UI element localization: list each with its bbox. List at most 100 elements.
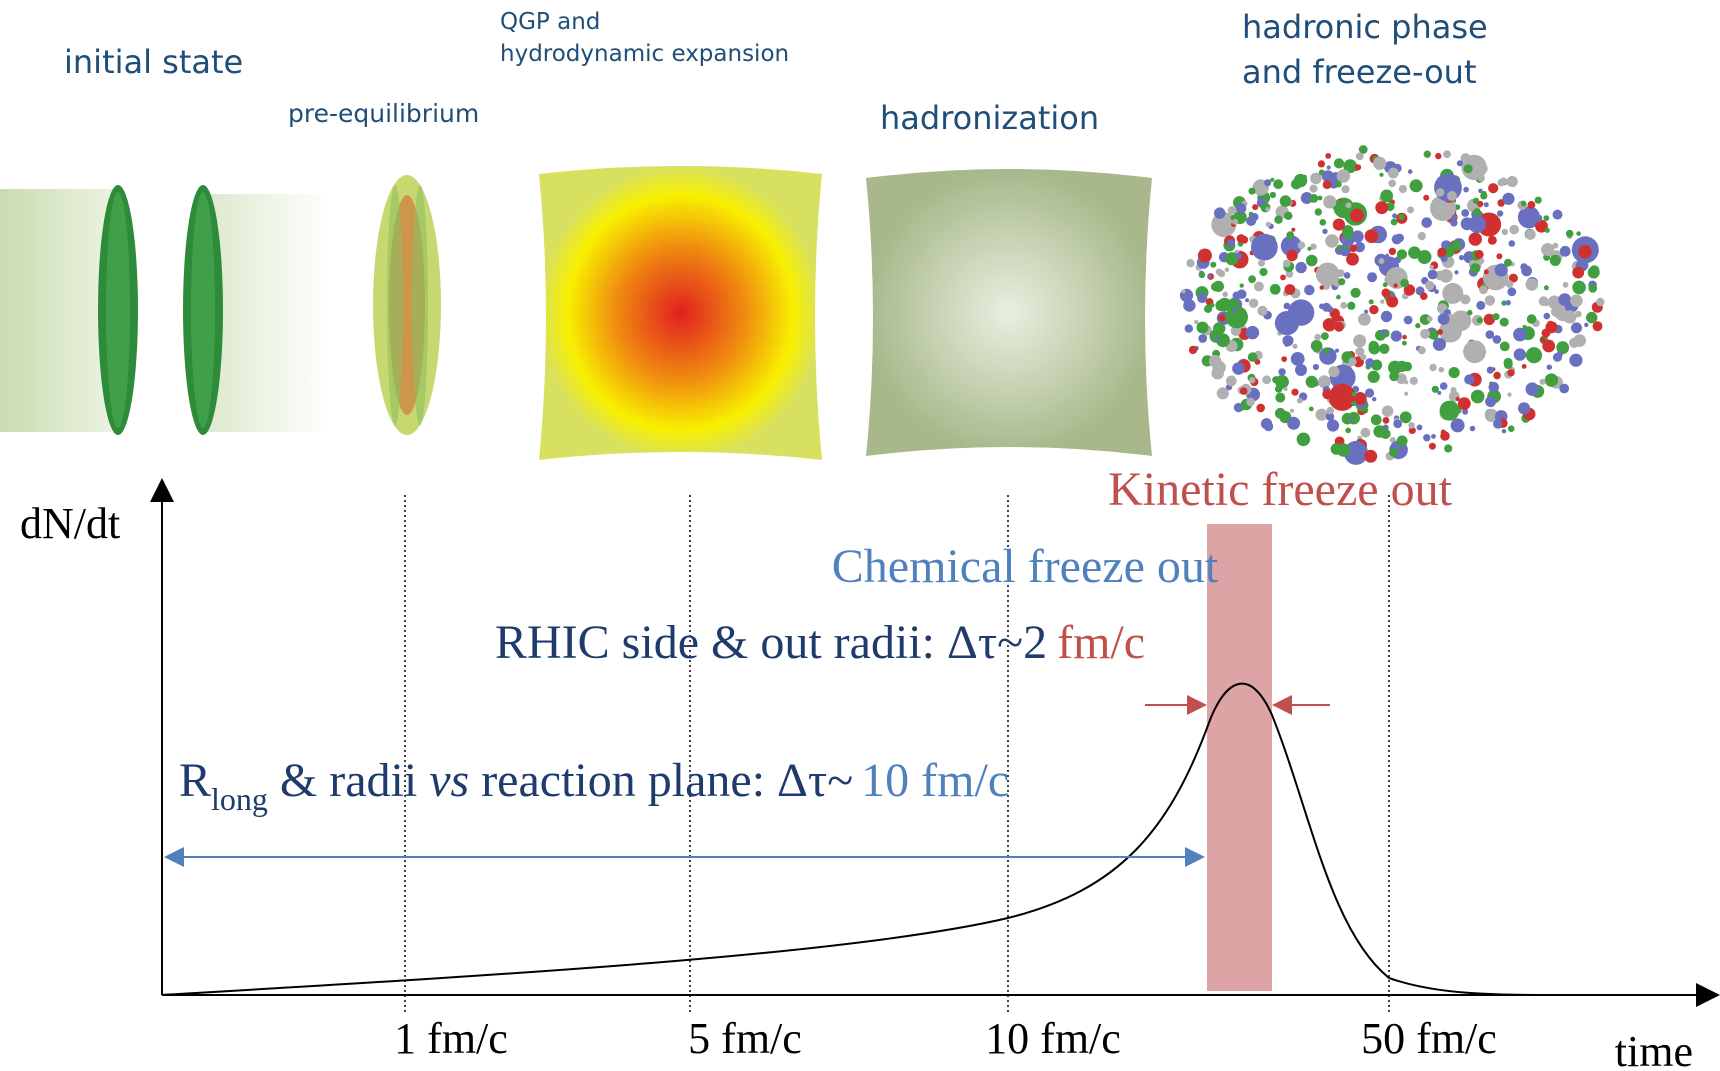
qgp-image: [539, 166, 822, 460]
particle: [1552, 242, 1559, 249]
particle: [1253, 281, 1264, 292]
particle: [1284, 211, 1293, 220]
particle: [1485, 330, 1495, 339]
particle: [1291, 388, 1299, 396]
particle: [1509, 224, 1519, 235]
particle: [1487, 235, 1497, 245]
particle: [1431, 434, 1436, 439]
particle: [1468, 215, 1486, 234]
particle: [1364, 449, 1378, 463]
particle: [1400, 278, 1409, 288]
particle: [1222, 291, 1228, 298]
particle: [1586, 311, 1598, 324]
particle: [1501, 228, 1509, 236]
particle: [1274, 385, 1283, 393]
particle: [1232, 218, 1239, 225]
particle: [1543, 312, 1551, 320]
particle: [1314, 333, 1321, 341]
particle: [1319, 285, 1325, 290]
particle: [1198, 334, 1208, 343]
particle: [1312, 363, 1319, 371]
particle: [1525, 229, 1536, 240]
particle: [1587, 266, 1600, 279]
particle: [1578, 245, 1592, 259]
particle: [1477, 200, 1484, 208]
particle: [1559, 245, 1571, 257]
particle: [1392, 213, 1398, 219]
particle: [1282, 259, 1291, 268]
particle: [1499, 341, 1510, 352]
particle: [1409, 376, 1418, 385]
stage-label: hadronic phase: [1242, 8, 1488, 46]
particle: [1435, 188, 1445, 197]
particle: [1208, 355, 1222, 368]
particle: [1470, 263, 1481, 274]
particle: [1380, 189, 1394, 203]
particle: [1283, 387, 1288, 392]
particle: [1417, 250, 1432, 264]
particle: [1380, 329, 1387, 335]
particle: [1439, 269, 1453, 283]
particle: [1464, 374, 1475, 385]
particle: [1505, 300, 1511, 306]
particle: [1407, 206, 1414, 214]
particle: [1252, 204, 1259, 211]
particle: [1390, 218, 1398, 226]
particle: [1389, 447, 1399, 457]
particle: [1379, 343, 1390, 354]
particle: [1513, 348, 1527, 361]
rlong-sub: long: [211, 781, 268, 817]
particle: [1344, 230, 1353, 240]
particle: [1450, 310, 1472, 332]
particle: [1373, 156, 1387, 170]
particle: [1305, 375, 1318, 388]
particle: [1215, 299, 1227, 312]
particle: [1483, 269, 1489, 275]
particle: [1228, 297, 1240, 309]
particle: [1225, 375, 1237, 387]
particle: [1437, 329, 1443, 335]
particle: [1334, 321, 1344, 332]
particle: [1429, 264, 1434, 270]
stage-label: QGP and: [500, 9, 600, 35]
particle: [1569, 353, 1583, 367]
particle: [1588, 284, 1598, 293]
particle: [1576, 231, 1581, 236]
particle: [1538, 296, 1549, 307]
particle: [1258, 259, 1265, 267]
particle: [1188, 345, 1198, 355]
particle: [1224, 267, 1230, 273]
particle: [1456, 160, 1463, 167]
particle: [1239, 387, 1248, 395]
particle: [1247, 352, 1258, 362]
particle: [1541, 243, 1555, 256]
particle: [1260, 418, 1273, 430]
particle: [1408, 422, 1415, 429]
particle: [1389, 437, 1396, 443]
particle: [1295, 364, 1307, 376]
particle: [1378, 258, 1385, 264]
emission-curve: [161, 682, 1581, 997]
particle: [1423, 150, 1432, 158]
particle: [1380, 428, 1391, 439]
particle: [1474, 249, 1484, 259]
particle: [1328, 383, 1356, 411]
particle: [1265, 207, 1270, 212]
particle: [1256, 403, 1265, 413]
particle: [1269, 283, 1281, 295]
particle: [1275, 392, 1286, 403]
particle: [1231, 308, 1237, 313]
particle: [1450, 418, 1465, 433]
stage-label: pre-equilibrium: [288, 99, 479, 128]
particle: [1408, 426, 1416, 435]
particle: [1264, 179, 1272, 187]
particle: [1388, 179, 1396, 188]
particle: [1218, 314, 1226, 322]
particle: [1309, 194, 1319, 203]
particle: [1398, 213, 1405, 220]
particle: [1380, 299, 1385, 304]
particle: [1439, 382, 1448, 390]
particle: [1181, 289, 1186, 294]
particle: [1380, 310, 1393, 323]
